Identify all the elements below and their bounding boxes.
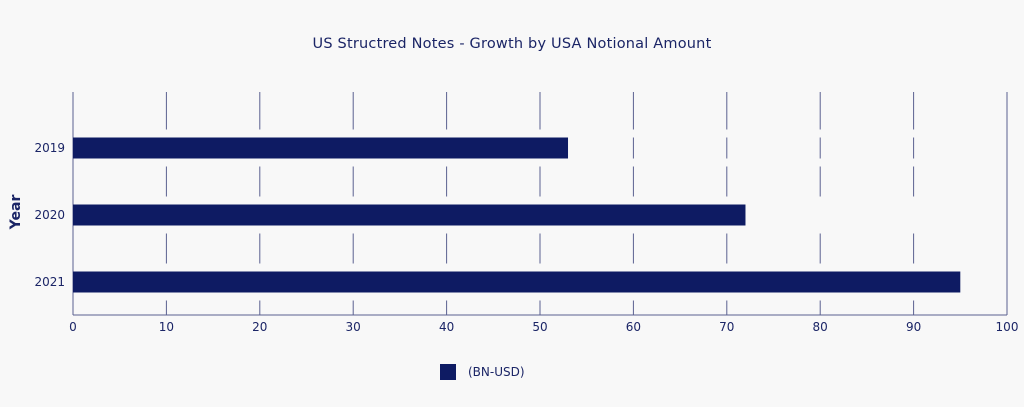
legend-swatch xyxy=(440,364,456,380)
bar xyxy=(73,137,569,159)
x-tick-label: 30 xyxy=(346,320,361,334)
x-tick-label: 50 xyxy=(532,320,547,334)
y-category-label: 2020 xyxy=(34,208,65,222)
y-axis-title: Year xyxy=(8,195,24,231)
legend-label: (BN-USD) xyxy=(468,365,525,379)
chart-title: US Structred Notes - Growth by USA Notio… xyxy=(312,36,712,52)
x-tick-label: 90 xyxy=(906,320,921,334)
x-tick-label: 60 xyxy=(626,320,641,334)
legend: (BN-USD) xyxy=(440,364,525,380)
bars xyxy=(73,137,961,293)
bar xyxy=(73,204,746,226)
x-tick-label: 80 xyxy=(813,320,828,334)
x-tick-label: 70 xyxy=(719,320,734,334)
axes: 0 10 20 30 40 50 60 70 80 90 100 2019 2020 2021 xyxy=(34,141,1018,334)
x-tick-label: 0 xyxy=(69,320,77,334)
y-category-label: 2019 xyxy=(34,141,65,155)
x-tick-label: 20 xyxy=(252,320,267,334)
y-category-label: 2021 xyxy=(34,275,65,289)
x-tick-label: 40 xyxy=(439,320,454,334)
x-tick-label: 10 xyxy=(159,320,174,334)
bar xyxy=(73,271,961,293)
x-tick-label: 100 xyxy=(996,320,1019,334)
